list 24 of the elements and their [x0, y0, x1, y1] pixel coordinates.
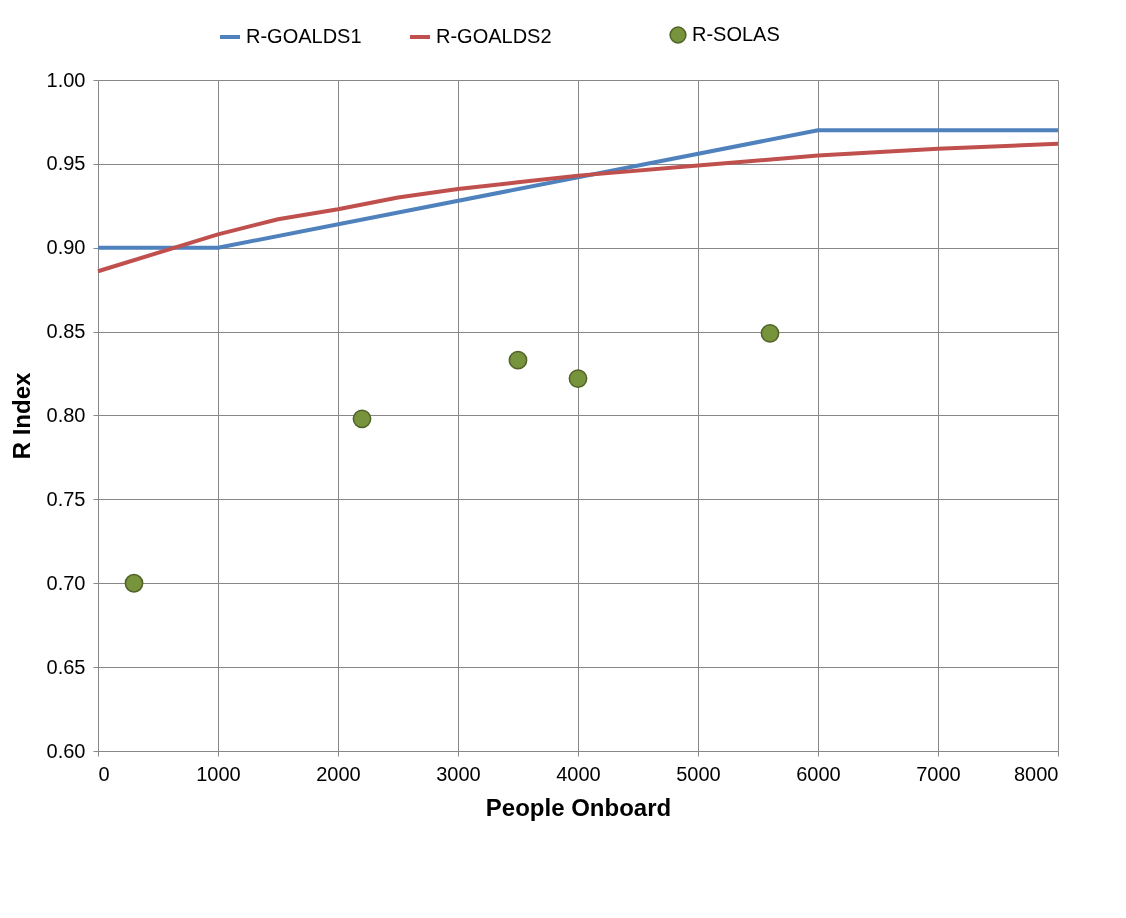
x-tick-label: 3000: [436, 762, 481, 785]
y-tick-label: 0.90: [46, 236, 86, 259]
y-tick-label: 0.85: [46, 320, 86, 343]
y-tick-label: 0.60: [46, 739, 86, 762]
x-tick-label: 1000: [196, 762, 241, 785]
y-tick-label: 0.75: [46, 487, 86, 510]
x-tick-label: 4000: [556, 762, 601, 785]
legend-label: R-SOLAS: [692, 23, 780, 45]
x-tick-label: 7000: [916, 762, 961, 785]
x-tick-label: 6000: [796, 762, 841, 785]
y-tick-label: 0.70: [46, 571, 86, 594]
legend-label: R-GOALDS1: [246, 25, 362, 47]
y-tick-label: 0.80: [46, 404, 86, 426]
x-tick-label: 5000: [676, 762, 721, 785]
x-tick-label: 8000: [1014, 762, 1059, 785]
y-tick-label: 0.95: [46, 152, 86, 175]
y-axis-title: R Index: [7, 372, 35, 460]
y-tick-label: 0.65: [46, 655, 86, 678]
legend-label: R-GOALDS2: [436, 25, 552, 47]
line-series: [96, 141, 1060, 274]
x-tick-label: 2000: [316, 762, 361, 785]
x-tick-label: 0: [98, 762, 110, 785]
y-tick-label: 1.00: [46, 68, 86, 91]
x-axis-title: People Onboard: [485, 793, 672, 821]
